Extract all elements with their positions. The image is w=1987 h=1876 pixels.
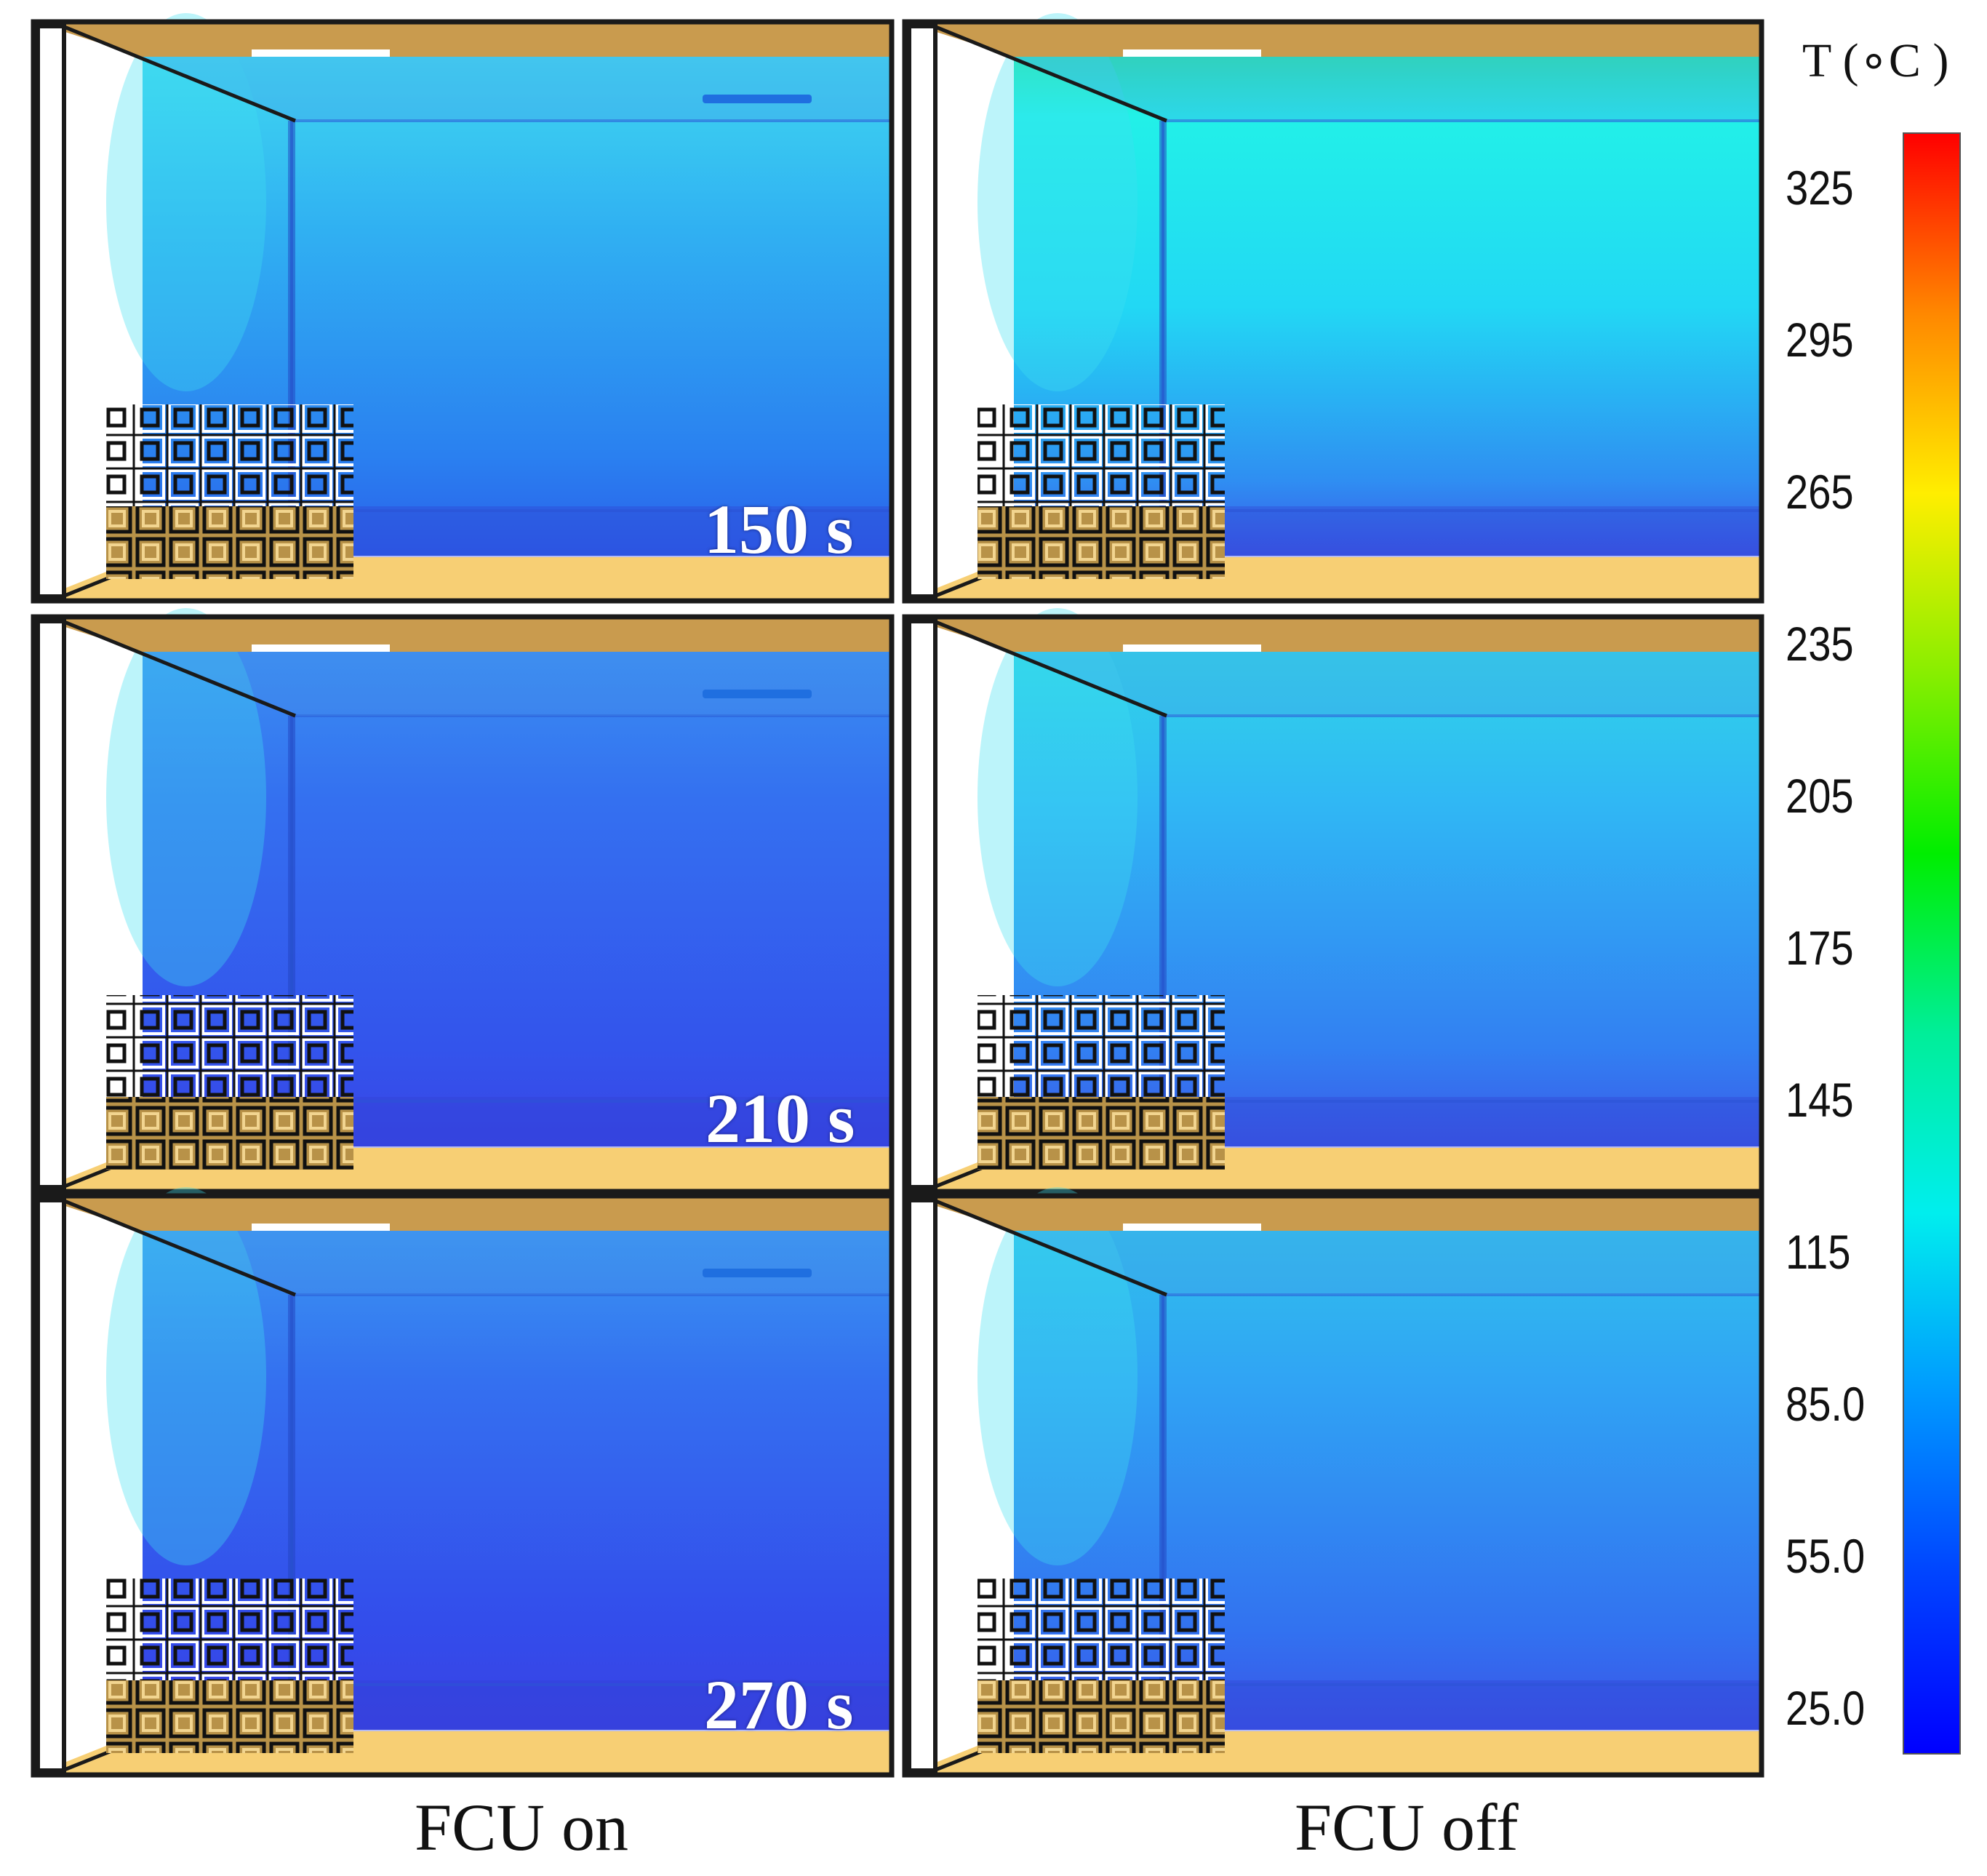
ceiling-light [252, 49, 390, 57]
box-stack [106, 995, 353, 1097]
box-stack [977, 1578, 1225, 1680]
door-frame [36, 24, 66, 599]
door-frame [907, 1198, 937, 1773]
box-stack-base [977, 1680, 1225, 1753]
box-stack [977, 404, 1225, 506]
panels-layer [31, 13, 1764, 1778]
legend-tick: 85.0 [1786, 1377, 1866, 1431]
column-label-fcu-off: FCU off [1295, 1790, 1519, 1864]
fcu-vent [703, 1269, 812, 1277]
ceiling-light [1123, 1224, 1261, 1231]
simulation-panel [902, 608, 1764, 1194]
ceiling-light [252, 644, 390, 652]
fcu-vent [703, 690, 812, 698]
legend-tick: 175 [1786, 921, 1854, 975]
legend-tick: 205 [1786, 769, 1854, 823]
ceiling [33, 22, 892, 57]
legend-tick: 265 [1786, 465, 1854, 519]
ceiling [905, 22, 1762, 57]
ceiling [905, 617, 1762, 652]
box-stack-base [977, 1097, 1225, 1170]
ceiling-light [1123, 644, 1261, 652]
time-label-270s: 270 s [704, 1666, 854, 1744]
time-label-150s: 150 s [704, 490, 854, 568]
ceiling [905, 1196, 1762, 1231]
box-stack-base [106, 1680, 353, 1753]
door-frame [36, 619, 66, 1189]
ceiling-light [1123, 49, 1261, 57]
legend-tick: 325 [1786, 161, 1854, 215]
box-stack [106, 1578, 353, 1680]
simulation-panel [31, 608, 895, 1194]
legend-tick: 295 [1786, 313, 1854, 367]
legend-tick: 145 [1786, 1073, 1854, 1127]
legend-tick: 25.0 [1786, 1681, 1866, 1735]
box-stack-base [106, 1097, 353, 1170]
box-stack-base [106, 506, 353, 579]
legend-title: T (∘C ) [1802, 34, 1949, 87]
column-label-fcu-on: FCU on [415, 1790, 628, 1864]
time-label-210s: 210 s [705, 1079, 855, 1157]
legend-tick: 55.0 [1786, 1529, 1866, 1583]
simulation-panel [31, 1187, 895, 1778]
legend-tick: 235 [1786, 617, 1854, 671]
simulation-panel [902, 1187, 1764, 1778]
ceiling-light [252, 1224, 390, 1231]
fcu-vent [703, 95, 812, 103]
ceiling [33, 617, 892, 652]
box-stack-base [977, 506, 1225, 579]
simulation-panel [31, 13, 895, 604]
box-stack [977, 995, 1225, 1097]
legend-tick: 115 [1786, 1225, 1851, 1279]
legend-colorbar [1903, 132, 1961, 1755]
simulation-panel [902, 13, 1764, 604]
box-stack [106, 404, 353, 506]
door-frame [36, 1198, 66, 1773]
ceiling [33, 1196, 892, 1231]
door-frame [907, 619, 937, 1189]
door-frame [907, 24, 937, 599]
